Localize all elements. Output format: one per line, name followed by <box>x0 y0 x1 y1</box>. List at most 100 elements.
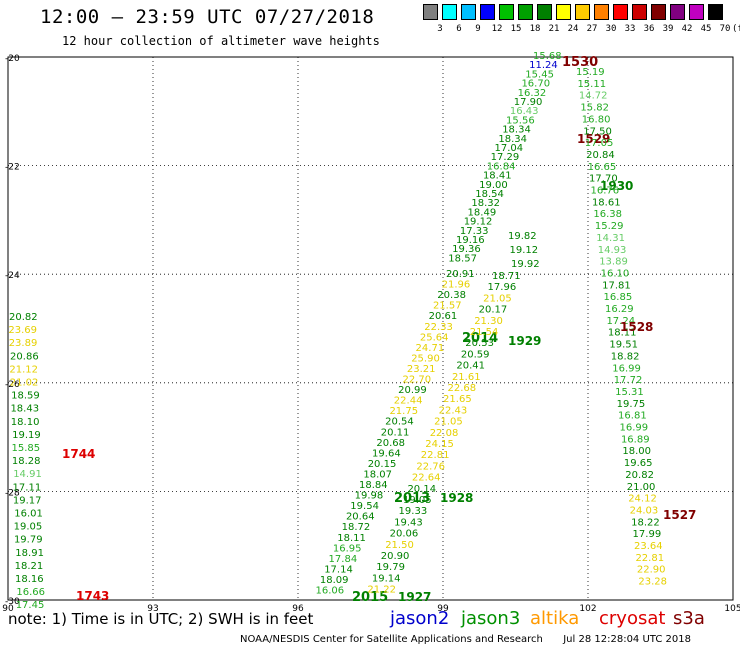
color-scale-label: 3 <box>437 24 443 34</box>
wave-height-label: 18.43 <box>10 404 39 415</box>
wave-height-label: 21.96 <box>442 280 471 291</box>
wave-height-label: 16.29 <box>605 304 634 315</box>
wave-height-label: 24.71 <box>416 343 445 354</box>
wave-height-label: 18.22 <box>631 517 660 528</box>
wave-height-label: 22.64 <box>412 473 441 484</box>
wave-height-label: 18.07 <box>363 469 392 480</box>
wave-height-label: 19.16 <box>456 235 485 246</box>
wave-height-label: 16.76 <box>591 186 620 197</box>
wave-height-label: 20.90 <box>381 551 410 562</box>
wave-height-label: 22.68 <box>448 383 477 394</box>
wave-height-label: 19.19 <box>12 430 41 441</box>
wave-height-label: 23.64 <box>634 541 663 552</box>
wave-height-label: 16.06 <box>316 586 345 597</box>
credit-text: NOAA/NESDIS Center for Satellite Applica… <box>240 634 543 645</box>
wave-height-label: 18.10 <box>11 417 40 428</box>
wave-height-label: 18.09 <box>320 575 349 586</box>
color-scale-label: 36 <box>643 24 655 34</box>
wave-height-label: 16.43 <box>510 106 539 117</box>
wave-height-label: 21.57 <box>433 301 462 312</box>
wave-height-label: 22.44 <box>394 396 423 407</box>
wave-height-label: 21.50 <box>385 540 414 551</box>
wave-height-label: 19.36 <box>452 244 481 255</box>
color-swatch <box>461 4 476 20</box>
legend-altika: altika <box>530 608 580 629</box>
color-swatch <box>670 4 685 20</box>
wave-height-label: 19.98 <box>355 491 384 502</box>
wave-height-label: 16.65 <box>588 162 617 173</box>
lon-tick-label: 90 <box>2 604 14 614</box>
wave-height-label: 17.96 <box>488 282 517 293</box>
pass-time-label: 1927 <box>398 590 431 604</box>
wave-height-label: 17.24 <box>606 316 635 327</box>
wave-height-label: 18.28 <box>12 456 41 467</box>
color-scale-label: 24 <box>567 24 579 34</box>
lat-tick-label: -26 <box>5 380 20 390</box>
wave-height-label: 20.54 <box>385 417 414 428</box>
wave-height-label: 18.91 <box>15 548 44 559</box>
wave-height-label: 17.45 <box>16 600 45 611</box>
wave-height-label: 14.72 <box>579 91 608 102</box>
wave-height-label: 24.03 <box>630 505 659 516</box>
wave-height-label: 15.56 <box>506 115 535 126</box>
wave-height-label: 24.15 <box>425 439 454 450</box>
wave-height-label: 16.80 <box>582 114 611 125</box>
wave-height-label: 21.61 <box>452 372 481 383</box>
page-subtitle: 12 hour collection of altimeter wave hei… <box>62 34 380 48</box>
wave-height-label: 19.82 <box>508 231 537 242</box>
color-swatch <box>594 4 609 20</box>
color-scale-label: 6 <box>456 24 462 34</box>
color-swatch <box>537 4 552 20</box>
credit-line: NOAA/NESDIS Center for Satellite Applica… <box>240 634 691 645</box>
wave-height-label: 19.92 <box>511 259 540 270</box>
wave-height-label: 16.32 <box>518 88 547 99</box>
wave-height-label: 17.72 <box>614 375 643 386</box>
wave-height-label: 20.82 <box>625 470 654 481</box>
color-swatch <box>613 4 628 20</box>
credit-timestamp: Jul 28 12:28:04 UTC 2018 <box>563 634 691 645</box>
wave-height-label: 22.08 <box>430 428 459 439</box>
pass-time-label: 1928 <box>440 491 473 505</box>
wave-height-label: 21.02 <box>10 378 39 389</box>
wave-height-label: 20.14 <box>407 484 436 495</box>
pass-time-label: 1530 <box>562 55 598 70</box>
wave-height-label: 20.17 <box>479 305 508 316</box>
wave-height-label: 15.45 <box>525 69 554 80</box>
wave-height-label: 16.70 <box>521 79 550 90</box>
wave-height-label: 21.22 <box>367 585 396 596</box>
wave-height-label: 15.19 <box>576 67 605 78</box>
color-swatch <box>575 4 590 20</box>
wave-height-label: 16.81 <box>618 411 647 422</box>
page-title: 12:00 – 23:59 UTC 07/27/2018 <box>40 6 375 28</box>
wave-height-label: 18.34 <box>502 125 531 136</box>
wave-height-label: 17.33 <box>460 226 489 237</box>
pass-time-label: 2013 <box>394 491 430 506</box>
wave-height-label: 18.41 <box>483 171 512 182</box>
color-swatch <box>518 4 533 20</box>
pass-time-label: 1528 <box>620 320 653 334</box>
color-scale-label: 70 <box>719 24 731 34</box>
wave-height-label: 17.81 <box>602 280 631 291</box>
wave-height-label: 18.16 <box>15 574 44 585</box>
wave-height-label: 20.91 <box>446 269 475 280</box>
wave-height-label: 15.11 <box>577 79 606 90</box>
wave-height-label: 19.33 <box>399 506 428 517</box>
wave-height-label: 18.61 <box>592 197 621 208</box>
color-scale-label: 15 <box>510 24 522 34</box>
wave-height-label: 15.29 <box>595 221 624 232</box>
lon-tick-label: 102 <box>579 604 596 614</box>
pass-time-label: 1527 <box>663 508 696 522</box>
wave-height-label: 16.84 <box>487 161 516 172</box>
wave-height-label: 16.01 <box>14 509 43 520</box>
wave-height-label: 19.00 <box>479 180 508 191</box>
map-frame <box>7 56 734 601</box>
wave-height-label: 18.54 <box>475 189 504 200</box>
legend-s3a: s3a <box>673 608 705 629</box>
color-scale-label: 30 <box>605 24 617 34</box>
wave-height-label: 20.15 <box>368 459 397 470</box>
wave-height-label: 21.54 <box>470 327 499 338</box>
wave-height-label: 18.82 <box>611 351 640 362</box>
wave-height-label: 16.10 <box>601 268 630 279</box>
wave-height-label: 19.51 <box>609 340 638 351</box>
